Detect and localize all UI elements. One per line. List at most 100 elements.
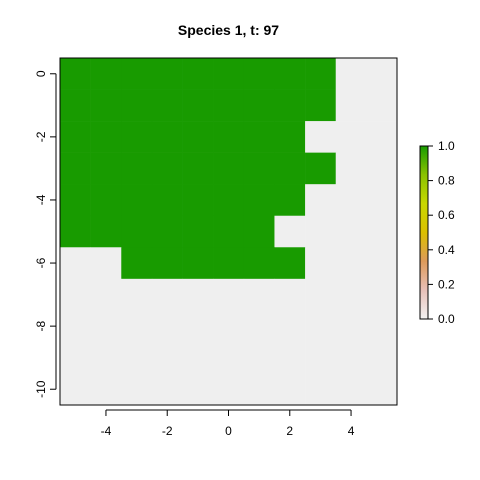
- colorbar-tick-label: 0.0: [438, 312, 455, 326]
- raster-cell: [151, 121, 183, 153]
- raster-cell: [182, 310, 214, 343]
- raster-cell: [90, 215, 122, 248]
- raster-cell: [151, 341, 183, 374]
- x-tick-label: 4: [348, 424, 355, 438]
- y-tick-label: -10: [34, 380, 48, 398]
- raster-cell: [182, 247, 214, 280]
- raster-cell: [182, 152, 214, 185]
- raster-cell: [305, 58, 337, 90]
- raster-cell: [366, 215, 398, 248]
- raster-cell: [213, 121, 245, 153]
- x-tick-label: -2: [162, 424, 173, 438]
- raster-cell: [274, 373, 306, 406]
- raster-cell: [60, 215, 91, 248]
- raster-cell: [366, 89, 398, 122]
- raster-cell: [274, 341, 306, 374]
- colorbar-tick-label: 1.0: [438, 139, 455, 153]
- raster-cell: [60, 341, 91, 374]
- raster-cell: [274, 121, 306, 153]
- raster-cell: [90, 341, 122, 374]
- raster-cell: [182, 373, 214, 406]
- raster-cell: [243, 89, 275, 122]
- raster-cell: [182, 215, 214, 248]
- raster-cell: [60, 310, 91, 343]
- raster-cell: [121, 121, 153, 153]
- raster-cell: [121, 89, 153, 122]
- raster-cell: [274, 310, 306, 343]
- raster-cell: [151, 310, 183, 343]
- raster-cell: [213, 89, 245, 122]
- raster-cell: [366, 58, 398, 90]
- raster-cell: [366, 373, 398, 406]
- colorbar-tick-label: 0.2: [438, 277, 455, 291]
- raster-cell: [213, 310, 245, 343]
- raster-cell: [60, 278, 91, 311]
- raster-cell: [366, 247, 398, 280]
- raster-cell: [305, 152, 337, 185]
- raster-cell: [274, 215, 306, 248]
- raster-cell: [335, 310, 367, 343]
- raster-cell: [213, 152, 245, 185]
- raster-cell: [305, 215, 337, 248]
- raster-cell: [90, 184, 122, 217]
- raster-cell: [60, 373, 91, 406]
- x-tick-label: -4: [101, 424, 112, 438]
- raster-cell: [305, 121, 337, 153]
- raster-cell: [366, 152, 398, 185]
- y-tick-label: -4: [34, 194, 48, 205]
- raster-cell: [90, 58, 122, 90]
- raster-cell: [366, 184, 398, 217]
- y-tick-label: 0: [34, 70, 48, 77]
- raster-cell: [274, 278, 306, 311]
- raster-cell: [274, 247, 306, 280]
- plot-frame: [59, 57, 398, 406]
- raster-cell: [182, 121, 214, 153]
- raster-cell: [305, 184, 337, 217]
- colorbar-tick-label: 0.8: [438, 174, 455, 188]
- raster-cell: [182, 278, 214, 311]
- x-tick-label: 0: [225, 424, 232, 438]
- raster-cell: [335, 121, 367, 153]
- raster-cell: [121, 58, 153, 90]
- raster-cell: [121, 247, 153, 280]
- raster-cell: [305, 89, 337, 122]
- raster-cell: [182, 58, 214, 90]
- raster-cell: [182, 89, 214, 122]
- x-tick-label: 2: [286, 424, 293, 438]
- raster-cell: [243, 215, 275, 248]
- chart-title: Species 1, t: 97: [178, 22, 279, 38]
- raster-cell: [305, 278, 337, 311]
- raster-cell: [151, 184, 183, 217]
- raster-cell: [243, 341, 275, 374]
- raster-cell: [305, 373, 337, 406]
- raster-cell: [90, 89, 122, 122]
- raster-cell: [243, 121, 275, 153]
- raster-cell: [60, 152, 91, 185]
- raster-cell: [335, 278, 367, 311]
- raster-cell: [274, 184, 306, 217]
- raster-cell: [121, 373, 153, 406]
- raster-cell: [243, 184, 275, 217]
- raster-cell: [90, 373, 122, 406]
- raster-cell: [60, 121, 91, 153]
- raster-cell: [335, 373, 367, 406]
- raster-cell: [243, 278, 275, 311]
- colorbar: [419, 145, 429, 320]
- raster-cell: [60, 247, 91, 280]
- raster-cell: [121, 341, 153, 374]
- raster-cell: [213, 184, 245, 217]
- raster-cell: [335, 89, 367, 122]
- raster-cell: [60, 89, 91, 122]
- raster-cell: [366, 278, 398, 311]
- raster-cell: [366, 310, 398, 343]
- raster-cell: [60, 58, 91, 90]
- raster-cell: [335, 247, 367, 280]
- raster-cell: [213, 215, 245, 248]
- raster-cell: [151, 373, 183, 406]
- raster-cell: [305, 310, 337, 343]
- raster-cell: [60, 184, 91, 217]
- raster-cell: [366, 341, 398, 374]
- raster-cell: [90, 247, 122, 280]
- raster-cell: [213, 341, 245, 374]
